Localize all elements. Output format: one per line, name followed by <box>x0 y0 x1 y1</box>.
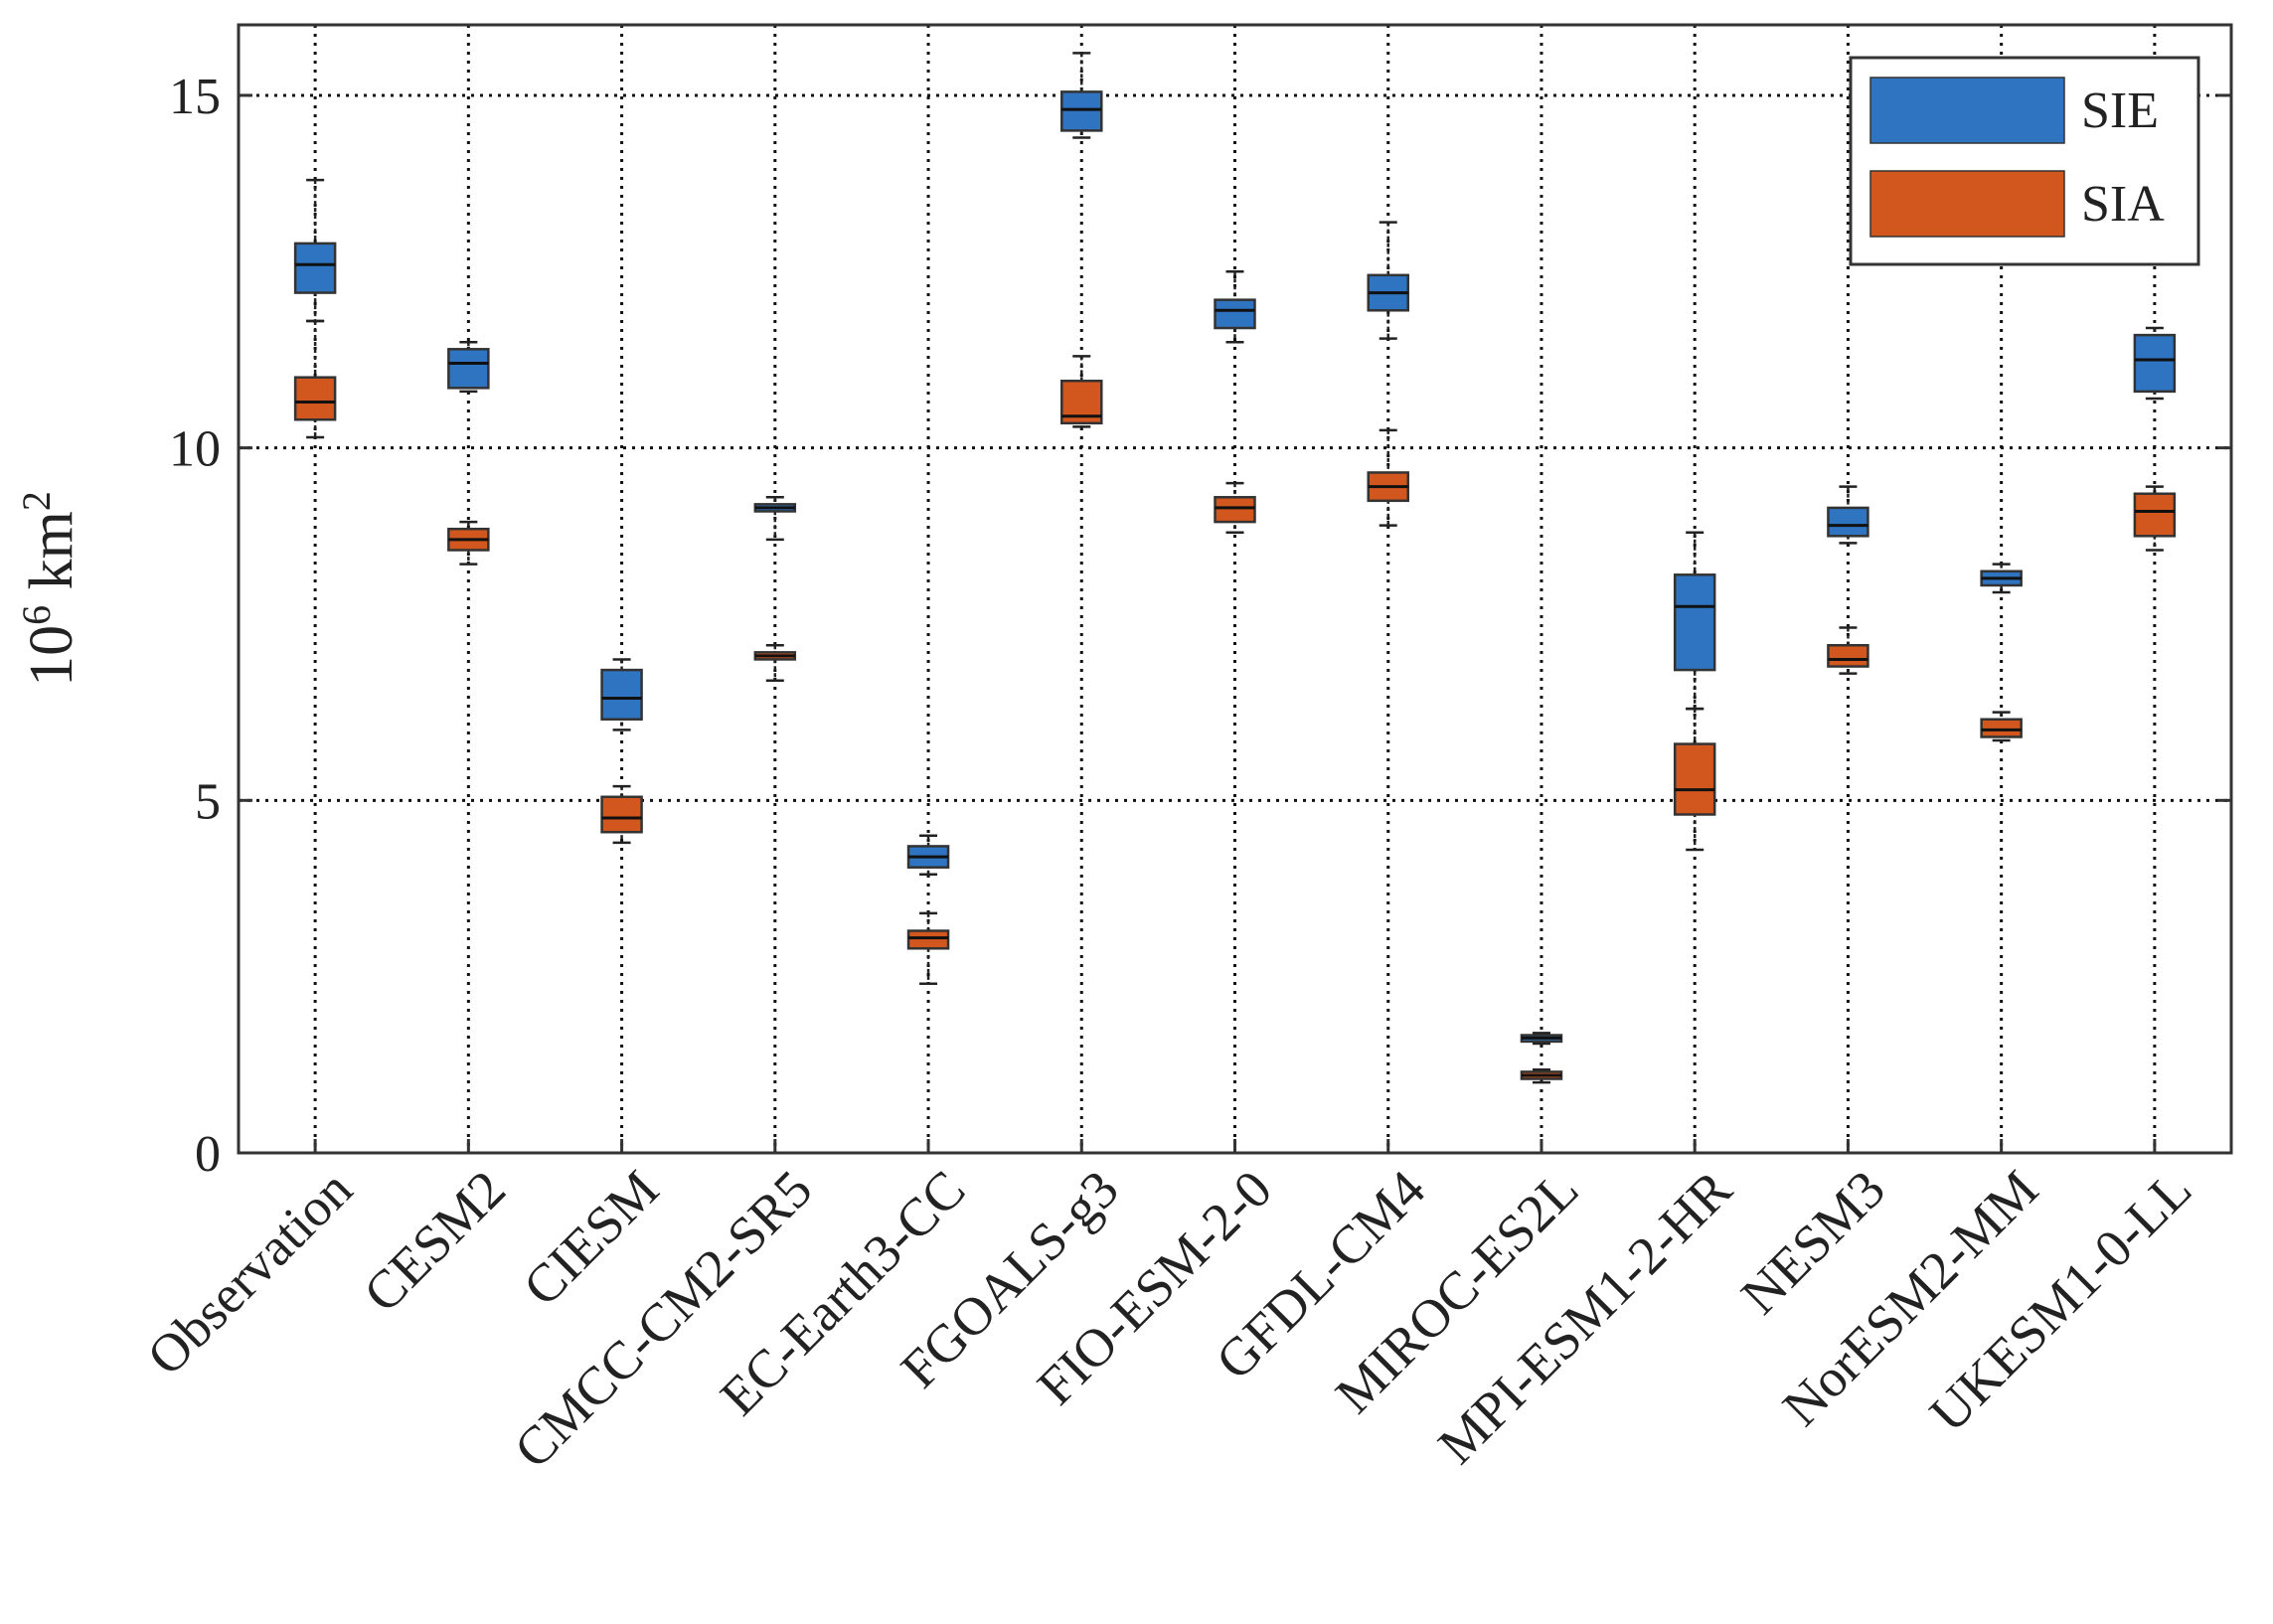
x-axis-category-labels: ObservationCESM2CIESMCMCC-CM2-SR5EC-Eart… <box>136 1139 2202 1480</box>
box-body-sie-12 <box>2133 333 2177 394</box>
box-body-sie-9 <box>1673 573 1716 672</box>
box-sia-12 <box>2133 485 2177 552</box>
box-sie-10 <box>1827 485 1869 545</box>
box-sia-11 <box>1980 711 2023 742</box>
x-tick-label-1: CESM2 <box>352 1159 517 1324</box>
box-sia-1 <box>447 520 490 566</box>
box-sie-3 <box>753 496 797 542</box>
y-tick-label-2: 10 <box>169 421 221 478</box>
box-body-sie-6 <box>1214 298 1256 330</box>
y-tick-label-1: 5 <box>195 773 221 830</box>
box-sia-0 <box>293 319 337 439</box>
legend-label-sia: SIA <box>2081 176 2165 233</box>
box-body-sie-5 <box>1060 90 1103 132</box>
box-sie-5 <box>1060 52 1103 139</box>
box-sie-7 <box>1367 221 1409 340</box>
box-sie-11 <box>1980 563 2023 594</box>
box-sia-3 <box>753 644 797 682</box>
y-axis-label-unit-exponent: 2 <box>14 491 59 511</box>
box-sie-6 <box>1214 270 1256 344</box>
y-tick-label-0: 0 <box>195 1126 221 1183</box>
box-body-sia-10 <box>1827 644 1869 668</box>
box-sie-8 <box>1520 1032 1563 1046</box>
y-axis-label: 106 km2 <box>14 491 86 687</box>
box-sie-12 <box>2133 326 2177 401</box>
legend-swatch-sia <box>1869 170 2065 238</box>
box-body-sia-2 <box>600 795 643 834</box>
box-sie-2 <box>600 658 643 731</box>
box-body-sie-10 <box>1827 506 1869 538</box>
box-body-sia-4 <box>906 929 950 950</box>
y-axis-label-exponent: 6 <box>14 605 59 625</box>
box-body-sia-9 <box>1673 742 1716 816</box>
box-sie-9 <box>1673 531 1716 711</box>
legend-label-sie: SIE <box>2081 82 2159 139</box>
box-sia-8 <box>1520 1068 1563 1084</box>
x-tick-label-9: MPI-ESM1-2-HR <box>1426 1159 1742 1475</box>
box-sia-2 <box>600 784 643 845</box>
x-tick-label-0: Observation <box>136 1159 364 1386</box>
box-sia-10 <box>1827 626 1869 675</box>
box-body-sie-1 <box>447 348 490 390</box>
legend: SIE SIA <box>1849 56 2200 266</box>
box-sie-0 <box>293 178 337 323</box>
box-sie-4 <box>906 834 950 877</box>
legend-swatch-sie <box>1869 77 2065 144</box>
box-body-sia-0 <box>293 376 337 421</box>
y-tick-label-3: 15 <box>169 69 221 125</box>
box-body-sie-2 <box>600 668 643 721</box>
box-body-sia-6 <box>1214 496 1256 524</box>
box-sia-9 <box>1673 707 1716 852</box>
box-series <box>293 52 2177 1084</box>
box-body-sia-12 <box>2133 492 2177 538</box>
box-sia-5 <box>1060 355 1103 428</box>
y-axis-ticks: 0 5 10 15 <box>169 69 2231 1183</box>
x-tick-label-12: UKESM1-0-LL <box>1918 1159 2202 1443</box>
box-sie-1 <box>447 340 490 394</box>
box-body-sia-11 <box>1980 718 2023 738</box>
box-sia-4 <box>906 911 950 985</box>
box-sia-7 <box>1367 428 1409 527</box>
box-sia-6 <box>1214 481 1256 534</box>
y-axis-label-base: 10 <box>18 625 85 687</box>
y-axis-label-unit: km <box>18 511 85 605</box>
box-body-sie-0 <box>293 242 337 294</box>
